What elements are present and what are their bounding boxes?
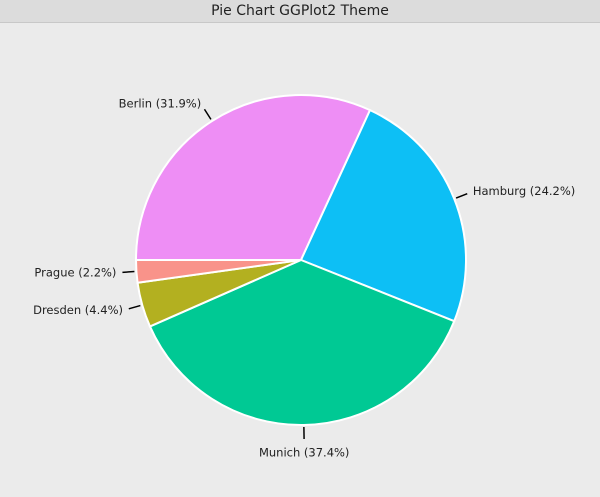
pie-slice [148,258,456,426]
leader-line [203,108,212,120]
pie-slice [134,259,302,284]
pie-slice [134,94,372,261]
slice-label: Dresden (4.4%) [33,303,123,317]
leader-line [128,304,141,310]
chart: Berlin (31.9%) Hamburg (24.2%) Munich (37.… [33,94,575,459]
slice-label: Prague (2.2%) [34,265,116,279]
chart-title: Pie Chart GGPlot2 Theme [0,0,600,23]
slice-label: Berlin (31.9%) [119,97,202,111]
slice-label: Munich (37.4%) [259,445,349,459]
pie-slice [299,108,467,323]
slice-label: Hamburg (24.2%) [473,184,575,198]
leader-line [455,192,468,199]
leader-line [122,270,135,274]
